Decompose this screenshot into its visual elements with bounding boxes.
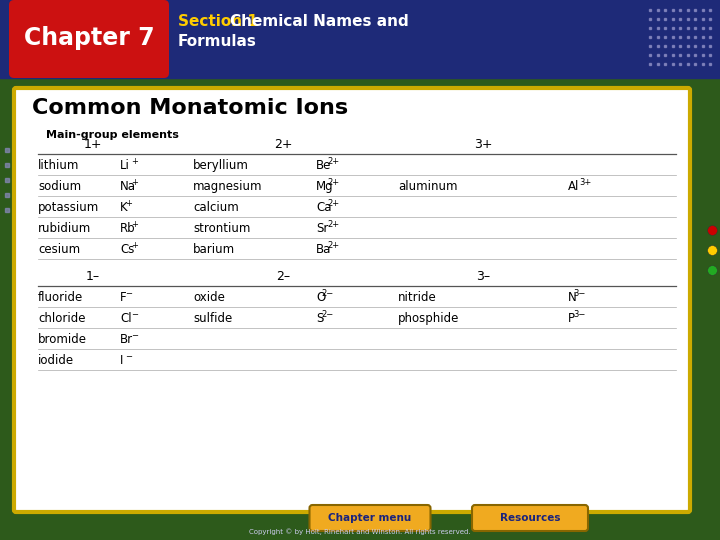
Text: 2+: 2+ — [327, 199, 339, 208]
Text: −: − — [125, 289, 132, 298]
Text: +: + — [131, 178, 138, 187]
Text: −: − — [131, 310, 138, 319]
FancyBboxPatch shape — [14, 88, 690, 512]
Text: Chapter menu: Chapter menu — [328, 513, 412, 523]
Text: chloride: chloride — [38, 312, 86, 325]
Text: N: N — [568, 291, 577, 304]
Text: S: S — [316, 312, 323, 325]
Text: strontium: strontium — [193, 222, 251, 235]
Text: −: − — [131, 331, 138, 340]
Text: bromide: bromide — [38, 333, 87, 346]
Text: Sr: Sr — [316, 222, 328, 235]
Text: 1+: 1+ — [84, 138, 102, 152]
Text: iodide: iodide — [38, 354, 74, 367]
Text: Main-group elements: Main-group elements — [46, 130, 179, 140]
Text: phosphide: phosphide — [398, 312, 459, 325]
Text: Br: Br — [120, 333, 133, 346]
Text: Common Monatomic Ions: Common Monatomic Ions — [32, 98, 348, 118]
Text: Al: Al — [568, 180, 580, 193]
FancyBboxPatch shape — [9, 0, 169, 78]
Text: F: F — [120, 291, 127, 304]
Text: 2–: 2– — [276, 271, 290, 284]
Text: 3−: 3− — [574, 310, 586, 319]
Text: +: + — [125, 199, 132, 208]
Text: 3−: 3− — [574, 289, 586, 298]
Text: 2+: 2+ — [327, 178, 339, 187]
Text: 2+: 2+ — [327, 241, 339, 250]
Text: 2−: 2− — [322, 289, 334, 298]
Text: 1–: 1– — [86, 271, 100, 284]
Text: Section 1: Section 1 — [178, 15, 263, 30]
Text: Cl: Cl — [120, 312, 132, 325]
FancyBboxPatch shape — [472, 505, 588, 531]
Text: lithium: lithium — [38, 159, 79, 172]
Text: P: P — [568, 312, 575, 325]
Text: magnesium: magnesium — [193, 180, 263, 193]
Text: Na: Na — [120, 180, 136, 193]
Text: Cs: Cs — [120, 243, 135, 256]
Text: Ba: Ba — [316, 243, 331, 256]
Text: oxide: oxide — [193, 291, 225, 304]
Text: calcium: calcium — [193, 201, 239, 214]
Text: nitride: nitride — [398, 291, 437, 304]
Text: 2−: 2− — [322, 310, 334, 319]
Text: Resources: Resources — [500, 513, 560, 523]
Text: 3+: 3+ — [474, 138, 492, 152]
Text: 2+: 2+ — [274, 138, 292, 152]
Text: cesium: cesium — [38, 243, 80, 256]
Text: barium: barium — [193, 243, 235, 256]
Text: +: + — [131, 157, 138, 166]
Text: Chemical Names and: Chemical Names and — [230, 15, 409, 30]
Text: Ca: Ca — [316, 201, 331, 214]
Text: rubidium: rubidium — [38, 222, 91, 235]
Text: potassium: potassium — [38, 201, 99, 214]
FancyBboxPatch shape — [310, 505, 431, 531]
Text: O: O — [316, 291, 325, 304]
Text: K: K — [120, 201, 127, 214]
Text: Chapter 7: Chapter 7 — [24, 26, 154, 50]
Text: fluoride: fluoride — [38, 291, 84, 304]
Text: 2+: 2+ — [327, 220, 339, 229]
Text: sodium: sodium — [38, 180, 81, 193]
Text: 2+: 2+ — [327, 157, 339, 166]
Text: Li: Li — [120, 159, 130, 172]
Text: 3–: 3– — [476, 271, 490, 284]
Text: 3+: 3+ — [579, 178, 591, 187]
Text: +: + — [131, 241, 138, 250]
Text: aluminum: aluminum — [398, 180, 457, 193]
Text: Copyright © by Holt, Rinehart and Winston. All rights reserved.: Copyright © by Holt, Rinehart and Winsto… — [249, 529, 471, 535]
Text: Formulas: Formulas — [178, 35, 257, 50]
Text: beryllium: beryllium — [193, 159, 249, 172]
Text: Mg: Mg — [316, 180, 333, 193]
Text: +: + — [131, 220, 138, 229]
Text: Rb: Rb — [120, 222, 135, 235]
Text: −: − — [125, 352, 132, 361]
Bar — [0, 0, 720, 78]
Text: sulfide: sulfide — [193, 312, 233, 325]
Text: Be: Be — [316, 159, 331, 172]
Text: I: I — [120, 354, 123, 367]
